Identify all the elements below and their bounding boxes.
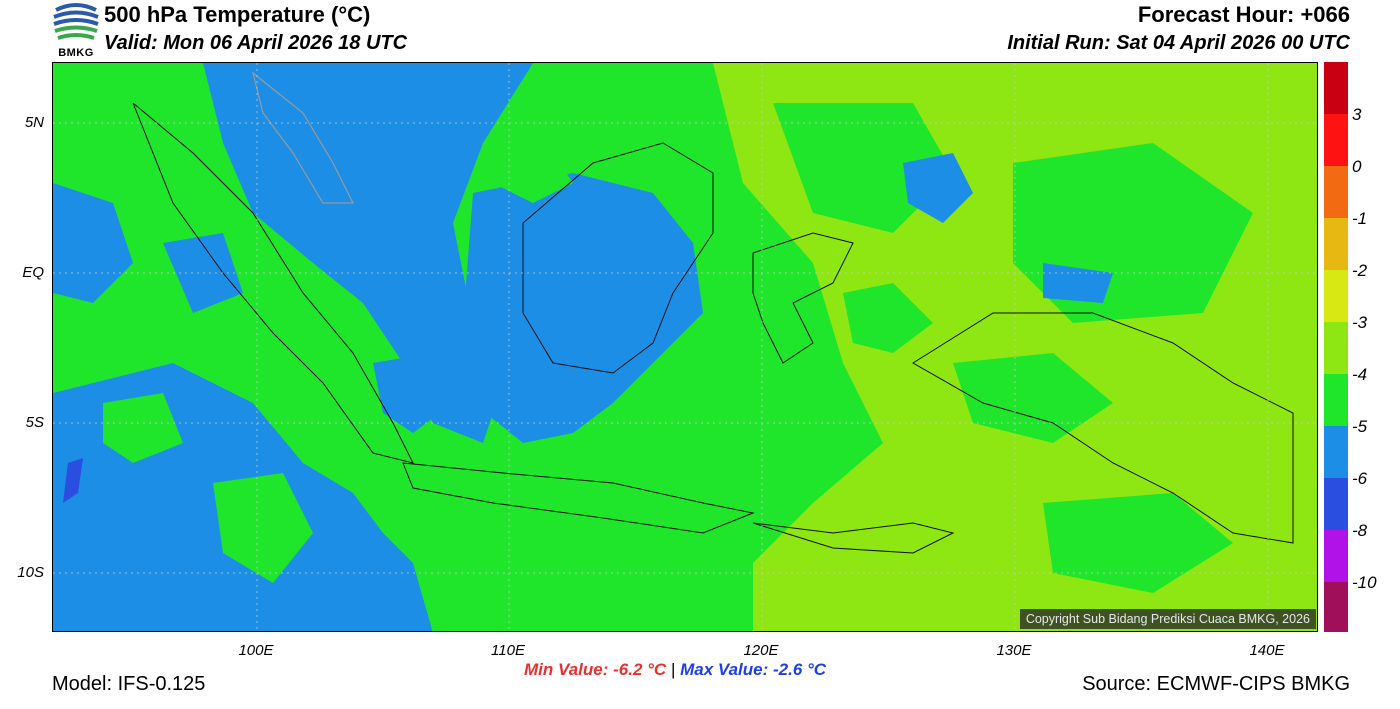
- lon-label-140e: 140E: [1249, 642, 1285, 659]
- colorbar-swatch-1: [1324, 62, 1348, 114]
- colorbar-label-neg3: -3: [1352, 313, 1368, 332]
- colorbar-swatch-2: [1324, 114, 1348, 166]
- colorbar-label-neg5: -5: [1352, 417, 1368, 436]
- copyright-notice: Copyright Sub Bidang Prediksi Cuaca BMKG…: [1019, 609, 1316, 629]
- lat-label-5n: 5N: [24, 114, 44, 131]
- colorbar-label-0: 0: [1352, 157, 1362, 176]
- colorbar-label-neg6: -6: [1352, 469, 1368, 488]
- lon-label-100e: 100E: [238, 642, 274, 659]
- map-title: 500 hPa Temperature (°C): [104, 2, 371, 27]
- colorbar-label-neg2: -2: [1352, 261, 1368, 280]
- colorbar-swatch-9: [1324, 478, 1348, 530]
- source-label: Source: ECMWF-CIPS BMKG: [1082, 673, 1350, 695]
- max-value: Max Value: -2.6 °C: [680, 660, 827, 679]
- colorbar-label-neg10: -10: [1352, 573, 1377, 592]
- colorbar-label-neg8: -8: [1352, 521, 1368, 540]
- bmkg-logo-icon: [53, 2, 99, 42]
- min-max-values: Min Value: -6.2 °C | Max Value: -2.6 °C: [524, 660, 826, 680]
- lat-label-eq: EQ: [22, 264, 44, 281]
- temperature-map[interactable]: [52, 62, 1318, 632]
- min-value: Min Value: -6.2 °C: [524, 660, 667, 679]
- colorbar: [1324, 62, 1348, 632]
- colorbar-swatch-11: [1324, 582, 1348, 632]
- colorbar-swatch-10: [1324, 530, 1348, 582]
- temperature-field: [53, 63, 1317, 631]
- min-max-separator: |: [670, 660, 676, 679]
- lon-label-130e: 130E: [996, 642, 1032, 659]
- colorbar-label-neg4: -4: [1352, 365, 1368, 384]
- lon-label-110e: 110E: [491, 642, 525, 659]
- valid-time: Valid: Mon 06 April 2026 18 UTC: [104, 32, 408, 54]
- colorbar-swatch-3: [1324, 166, 1348, 218]
- model-label: Model: IFS-0.125: [52, 673, 206, 695]
- logo-text: BMKG: [58, 47, 94, 59]
- colorbar-label-neg1: -1: [1352, 209, 1368, 228]
- colorbar-swatch-4: [1324, 218, 1348, 270]
- lat-label-10s: 10S: [17, 564, 44, 581]
- colorbar-label-3: 3: [1352, 105, 1362, 124]
- lon-label-120e: 120E: [743, 642, 779, 659]
- forecast-hour: Forecast Hour: +066: [1137, 2, 1350, 27]
- colorbar-swatch-5: [1324, 270, 1348, 322]
- colorbar-swatch-8: [1324, 426, 1348, 478]
- lat-label-5s: 5S: [25, 414, 44, 431]
- initial-run: Initial Run: Sat 04 April 2026 00 UTC: [1007, 32, 1350, 54]
- colorbar-swatch-7: [1324, 374, 1348, 426]
- colorbar-swatch-6: [1324, 322, 1348, 374]
